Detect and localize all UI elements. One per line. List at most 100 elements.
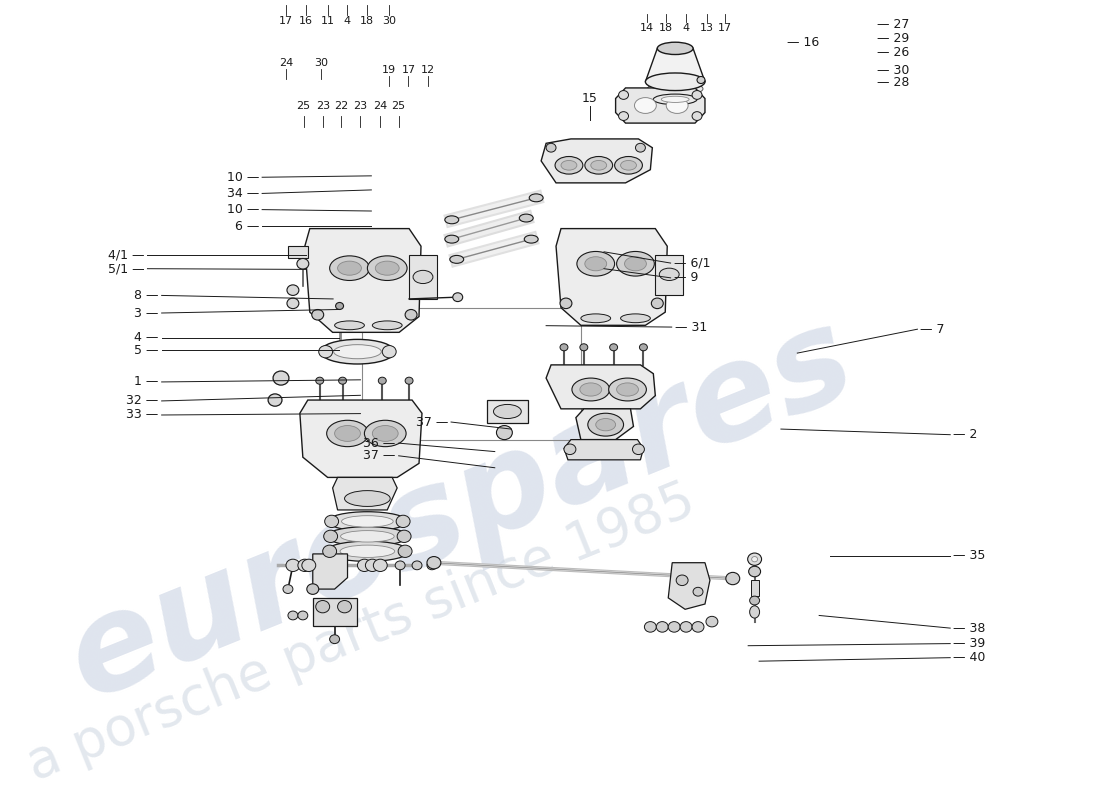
Circle shape bbox=[396, 515, 410, 527]
Circle shape bbox=[692, 622, 704, 632]
Ellipse shape bbox=[372, 426, 398, 442]
Ellipse shape bbox=[585, 257, 607, 271]
Text: 3 —: 3 — bbox=[134, 306, 158, 319]
Circle shape bbox=[427, 557, 441, 569]
Ellipse shape bbox=[375, 261, 399, 275]
Ellipse shape bbox=[328, 512, 407, 531]
Circle shape bbox=[750, 596, 760, 605]
Ellipse shape bbox=[342, 516, 393, 527]
Ellipse shape bbox=[367, 256, 407, 281]
Circle shape bbox=[383, 346, 396, 358]
Ellipse shape bbox=[327, 526, 408, 546]
Circle shape bbox=[560, 344, 568, 351]
Circle shape bbox=[751, 557, 758, 562]
Ellipse shape bbox=[620, 314, 650, 322]
Ellipse shape bbox=[608, 378, 647, 401]
Text: 25: 25 bbox=[297, 101, 310, 111]
Polygon shape bbox=[300, 400, 422, 478]
Circle shape bbox=[298, 611, 308, 620]
Text: — 2: — 2 bbox=[954, 428, 978, 441]
Circle shape bbox=[311, 310, 323, 320]
Text: 30: 30 bbox=[382, 16, 396, 26]
Circle shape bbox=[365, 559, 380, 571]
Polygon shape bbox=[646, 48, 705, 82]
Ellipse shape bbox=[617, 383, 638, 396]
Circle shape bbox=[668, 622, 680, 632]
Text: 13: 13 bbox=[700, 23, 714, 33]
Ellipse shape bbox=[444, 216, 459, 224]
Circle shape bbox=[560, 298, 572, 309]
Circle shape bbox=[546, 143, 556, 152]
Circle shape bbox=[378, 377, 386, 384]
Circle shape bbox=[286, 559, 300, 571]
Text: 23: 23 bbox=[316, 101, 330, 111]
Ellipse shape bbox=[341, 530, 394, 542]
Circle shape bbox=[307, 584, 319, 594]
Text: — 28: — 28 bbox=[877, 77, 909, 90]
Ellipse shape bbox=[556, 157, 583, 174]
Circle shape bbox=[330, 635, 340, 643]
Text: 37 —: 37 — bbox=[363, 450, 396, 462]
Text: 18: 18 bbox=[360, 16, 374, 26]
Circle shape bbox=[639, 344, 648, 351]
Circle shape bbox=[397, 530, 411, 542]
Ellipse shape bbox=[581, 314, 611, 322]
Circle shape bbox=[692, 112, 702, 121]
Ellipse shape bbox=[625, 257, 647, 271]
Ellipse shape bbox=[658, 42, 693, 54]
Text: — 16: — 16 bbox=[788, 36, 820, 49]
Ellipse shape bbox=[653, 94, 697, 105]
Circle shape bbox=[618, 112, 628, 121]
Circle shape bbox=[336, 302, 343, 310]
Circle shape bbox=[496, 426, 513, 440]
Text: 24: 24 bbox=[373, 101, 387, 111]
Text: 17: 17 bbox=[718, 23, 733, 33]
Circle shape bbox=[564, 444, 576, 454]
Bar bbox=[312, 598, 358, 626]
Text: — 30: — 30 bbox=[877, 64, 909, 77]
Ellipse shape bbox=[340, 545, 395, 558]
Circle shape bbox=[324, 515, 339, 527]
Circle shape bbox=[427, 561, 437, 570]
Text: 8 —: 8 — bbox=[134, 289, 158, 302]
Ellipse shape bbox=[494, 405, 521, 418]
Text: 14: 14 bbox=[639, 23, 653, 33]
Ellipse shape bbox=[320, 339, 395, 364]
Ellipse shape bbox=[344, 490, 390, 506]
Ellipse shape bbox=[635, 98, 657, 114]
Text: 10 —: 10 — bbox=[227, 170, 260, 184]
Ellipse shape bbox=[615, 157, 642, 174]
Text: 15: 15 bbox=[582, 92, 597, 105]
Text: — 35: — 35 bbox=[954, 549, 986, 562]
Text: 33 —: 33 — bbox=[126, 409, 158, 422]
Ellipse shape bbox=[525, 235, 538, 243]
Polygon shape bbox=[564, 440, 644, 460]
Ellipse shape bbox=[414, 270, 433, 283]
Circle shape bbox=[316, 377, 323, 384]
Circle shape bbox=[338, 601, 352, 613]
Ellipse shape bbox=[444, 235, 459, 243]
Ellipse shape bbox=[661, 96, 689, 102]
Text: 37 —: 37 — bbox=[416, 415, 448, 429]
Ellipse shape bbox=[596, 418, 616, 431]
Circle shape bbox=[680, 622, 692, 632]
Polygon shape bbox=[576, 409, 634, 440]
Text: 10 —: 10 — bbox=[227, 203, 260, 216]
Ellipse shape bbox=[364, 420, 406, 446]
Circle shape bbox=[636, 143, 646, 152]
Circle shape bbox=[339, 377, 346, 384]
Circle shape bbox=[632, 444, 645, 454]
Bar bbox=[409, 255, 437, 299]
Ellipse shape bbox=[561, 161, 576, 170]
Text: 24: 24 bbox=[279, 58, 294, 68]
Ellipse shape bbox=[576, 251, 615, 276]
Circle shape bbox=[319, 346, 332, 358]
Circle shape bbox=[398, 545, 412, 558]
Circle shape bbox=[316, 601, 330, 613]
Polygon shape bbox=[305, 229, 421, 332]
Ellipse shape bbox=[333, 345, 382, 358]
Text: 18: 18 bbox=[659, 23, 673, 33]
Circle shape bbox=[651, 298, 663, 309]
Text: 11: 11 bbox=[321, 16, 334, 26]
Circle shape bbox=[609, 344, 617, 351]
